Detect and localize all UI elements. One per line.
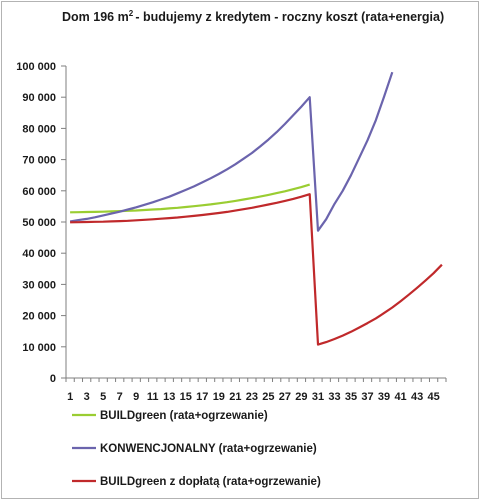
series-line-3 bbox=[70, 193, 443, 346]
x-tick-label: 23 bbox=[246, 391, 258, 403]
x-tick-label: 19 bbox=[213, 391, 225, 403]
x-tick-label: 9 bbox=[133, 391, 139, 403]
x-tick-label: 37 bbox=[361, 391, 373, 403]
x-tick-label: 31 bbox=[312, 391, 324, 403]
legend-label-3: BUILDgreen z dopłatą (rata+ogrzewanie) bbox=[100, 476, 321, 488]
y-axis-ticks: 0 10 000 20 000 30 000 40 000 50 000 60 000 70 … bbox=[16, 61, 66, 385]
y-tick-label: 20 000 bbox=[22, 311, 56, 323]
x-tick-label: 17 bbox=[196, 391, 208, 403]
y-tick-label: 80 000 bbox=[22, 123, 56, 135]
chart-title-sup: 2 bbox=[129, 9, 136, 18]
x-tick-label: 5 bbox=[100, 391, 106, 403]
x-tick-label: 35 bbox=[345, 391, 357, 403]
legend-label-1: BUILDgreen (rata+ogrzewanie) bbox=[100, 410, 268, 422]
x-tick-label: 21 bbox=[229, 391, 241, 403]
x-tick-label: 27 bbox=[279, 391, 291, 403]
chart-legend: BUILDgreen (rata+ogrzewanie) KONWENCJONAL… bbox=[72, 410, 321, 488]
x-tick-label: 11 bbox=[147, 391, 159, 403]
x-tick-label: 1 bbox=[67, 391, 73, 403]
x-tick-label: 43 bbox=[411, 391, 423, 403]
x-tick-label: 29 bbox=[295, 391, 307, 403]
x-tick-label: 3 bbox=[84, 391, 90, 403]
y-tick-label: 40 000 bbox=[22, 248, 56, 260]
chart-title-prefix: Dom 196 m bbox=[62, 10, 129, 24]
y-tick-label: 10 000 bbox=[22, 342, 56, 354]
x-tick-label: 45 bbox=[427, 391, 439, 403]
chart-title: Dom 196 m2 - budujemy z kredytem - roczn… bbox=[62, 9, 444, 24]
x-tick-label: 7 bbox=[117, 391, 123, 403]
chart-series bbox=[69, 71, 443, 346]
chart-title-suffix: - budujemy z kredytem - roczny koszt (ra… bbox=[135, 10, 444, 24]
x-tick-label: 41 bbox=[394, 391, 406, 403]
series-line-2 bbox=[69, 71, 394, 232]
y-tick-label: 100 000 bbox=[16, 61, 56, 73]
series-line-1 bbox=[70, 183, 311, 214]
x-tick-label: 33 bbox=[328, 391, 340, 403]
y-tick-label: 70 000 bbox=[22, 155, 56, 167]
legend-label-2: KONWENCJONALNY (rata+ogrzewanie) bbox=[100, 443, 317, 455]
y-tick-label: 50 000 bbox=[22, 217, 56, 229]
y-tick-label: 60 000 bbox=[22, 186, 56, 198]
x-tick-label: 13 bbox=[163, 391, 175, 403]
y-tick-label: 0 bbox=[50, 373, 56, 385]
x-axis-ticks: 1 3 5 7 9 11 13 15 17 19 21 23 25 27 29 31 33 35 37 39 41 43 4… bbox=[65, 378, 447, 403]
y-tick-label: 30 000 bbox=[22, 279, 56, 291]
x-tick-label: 39 bbox=[378, 391, 390, 403]
x-tick-label: 15 bbox=[180, 391, 192, 403]
y-tick-label: 90 000 bbox=[22, 92, 56, 104]
x-tick-label: 25 bbox=[262, 391, 274, 403]
